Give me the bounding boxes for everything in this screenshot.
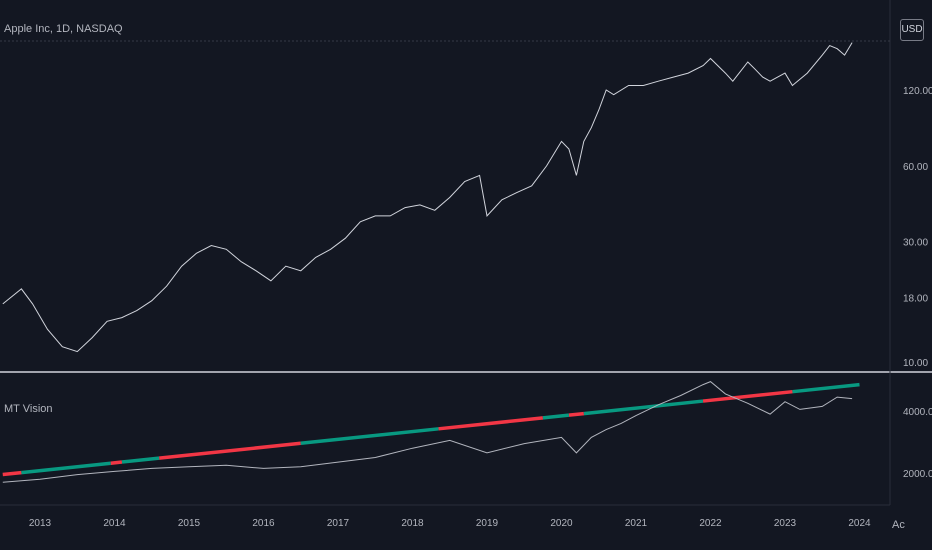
trend-segment-bull[interactable] xyxy=(542,413,570,420)
time-tick-label: 2021 xyxy=(625,518,648,529)
timeframe-corner-label[interactable]: Ac xyxy=(892,519,905,531)
time-tick-label: 2024 xyxy=(848,518,871,529)
time-tick-label: 2023 xyxy=(774,518,797,529)
trend-segment-bear[interactable] xyxy=(159,441,301,460)
time-tick-label: 2022 xyxy=(699,518,722,529)
time-tick-label: 2017 xyxy=(327,518,350,529)
time-tick-label: 2016 xyxy=(252,518,275,529)
price-tick-label: 10.00 xyxy=(903,358,928,369)
trend-segment-bear[interactable] xyxy=(2,470,22,477)
trend-segment-bull[interactable] xyxy=(21,461,111,475)
trend-segment-bull[interactable] xyxy=(792,382,860,394)
trend-segment-bear[interactable] xyxy=(438,416,544,431)
price-tick-label: 60.00 xyxy=(903,162,928,173)
symbol-title[interactable]: Apple Inc, 1D, NASDAQ xyxy=(4,23,123,35)
trend-segment-bear[interactable] xyxy=(702,389,793,403)
price-series-line[interactable] xyxy=(2,42,853,353)
trend-segment-bear[interactable] xyxy=(568,411,585,417)
indicator-tick-label: 2000.00 xyxy=(903,469,932,480)
trend-segment-bull[interactable] xyxy=(121,456,160,464)
time-tick-label: 2020 xyxy=(550,518,573,529)
time-tick-label: 2013 xyxy=(29,518,52,529)
price-tick-label: 30.00 xyxy=(903,238,928,249)
indicator-title[interactable]: MT Vision xyxy=(4,403,53,415)
currency-button[interactable]: USD xyxy=(900,19,924,41)
trend-segment-bull[interactable] xyxy=(300,427,439,446)
trend-segment-bear[interactable] xyxy=(110,460,123,465)
trend-segment-bull[interactable] xyxy=(583,399,704,416)
price-tick-label: 120.00 xyxy=(903,86,932,97)
indicator-series-line[interactable] xyxy=(2,381,853,483)
time-tick-label: 2018 xyxy=(401,518,424,529)
time-tick-label: 2014 xyxy=(103,518,126,529)
indicator-tick-label: 4000.00 xyxy=(903,407,932,418)
time-tick-label: 2019 xyxy=(476,518,499,529)
price-tick-label: 18.00 xyxy=(903,294,928,305)
time-tick-label: 2015 xyxy=(178,518,201,529)
